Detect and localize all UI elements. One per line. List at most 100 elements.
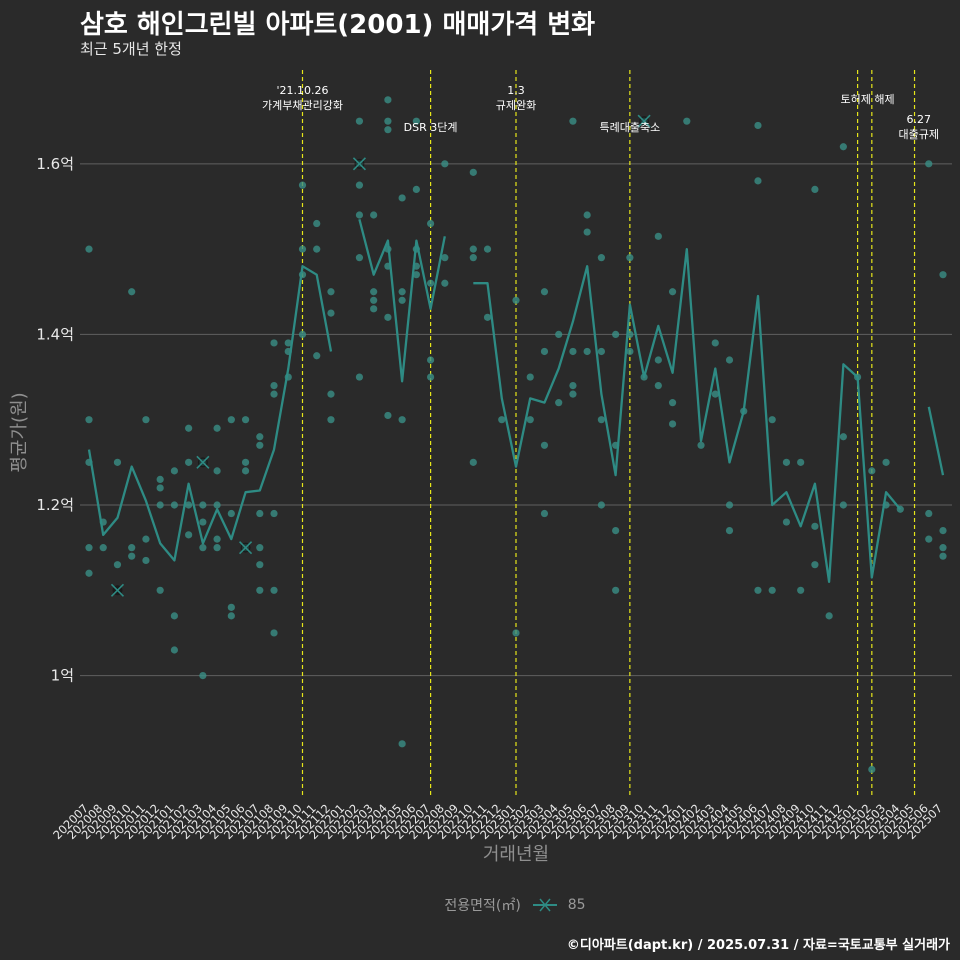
transaction-point	[725, 501, 734, 509]
transaction-point	[298, 245, 307, 253]
transaction-point	[270, 509, 278, 518]
transaction-point	[412, 185, 420, 194]
transaction-point	[569, 117, 577, 125]
transaction-point	[811, 561, 819, 569]
transaction-point	[569, 390, 577, 398]
transaction-point	[270, 339, 278, 347]
transaction-point	[199, 544, 207, 552]
transaction-point	[256, 544, 264, 552]
event-annotation: 특례대출축소	[599, 121, 660, 134]
transaction-point	[156, 586, 164, 594]
transaction-point	[384, 96, 392, 104]
transaction-point	[483, 313, 492, 321]
transaction-point	[526, 373, 534, 381]
transaction-point	[925, 160, 933, 168]
transaction-point	[797, 586, 805, 594]
transaction-point	[185, 531, 193, 539]
transaction-point	[85, 569, 93, 577]
transaction-point	[298, 181, 307, 189]
transaction-point	[939, 544, 947, 552]
y-tick-label: 1억	[51, 667, 74, 685]
transaction-point	[498, 416, 506, 424]
transaction-point	[355, 181, 364, 189]
transaction-point	[469, 458, 477, 466]
series-line-85	[927, 406, 945, 476]
transaction-point	[327, 416, 335, 424]
transaction-point	[327, 288, 335, 296]
transaction-point	[569, 381, 577, 390]
y-tick-label: 1.6억	[36, 155, 74, 173]
transaction-point	[170, 501, 178, 509]
transaction-point	[811, 185, 819, 194]
transaction-point	[441, 279, 449, 287]
transaction-point	[185, 458, 193, 466]
transaction-point	[540, 509, 549, 518]
legend: 전용면적(㎡) 85	[0, 895, 960, 915]
transaction-point	[355, 254, 364, 262]
transaction-point	[939, 526, 947, 535]
highlight-marker-x	[352, 157, 366, 171]
transaction-point	[654, 232, 662, 240]
y-tick-label: 1.4억	[36, 325, 74, 343]
transaction-point	[811, 522, 819, 530]
transaction-point	[626, 347, 634, 356]
transaction-point	[270, 586, 278, 594]
caption: ©디아파트(dapt.kr) / 2025.07.31 / 자료=국토교통부 실…	[566, 938, 950, 953]
transaction-point	[583, 228, 591, 236]
transaction-point	[868, 467, 876, 475]
transaction-point	[711, 390, 719, 398]
transaction-point	[427, 373, 435, 381]
transaction-point	[398, 194, 406, 202]
transaction-point	[583, 211, 591, 219]
event-annotation: 토허제 해제	[841, 92, 895, 106]
transaction-point	[925, 535, 933, 543]
transaction-point	[782, 458, 791, 466]
series-line-85	[87, 265, 333, 562]
transaction-point	[768, 586, 776, 594]
transaction-point	[754, 121, 762, 130]
y-axis-title: 평균가(원)	[9, 392, 30, 472]
transaction-point	[512, 629, 520, 637]
transaction-point	[99, 544, 107, 552]
transaction-point	[213, 501, 221, 509]
transaction-point	[284, 339, 292, 347]
transaction-point	[868, 765, 876, 774]
transaction-point	[270, 629, 278, 637]
transaction-point	[213, 535, 221, 543]
transaction-point	[427, 356, 435, 364]
transaction-point	[327, 309, 335, 317]
legend-key-icon	[533, 898, 558, 912]
transaction-point	[313, 352, 321, 360]
transaction-point	[839, 501, 847, 509]
transaction-point	[583, 347, 591, 356]
transaction-point	[555, 399, 563, 407]
transaction-point	[412, 271, 420, 279]
transaction-point	[398, 288, 406, 296]
transaction-point	[213, 544, 221, 552]
highlight-marker-x	[239, 541, 253, 555]
transaction-point	[398, 416, 406, 424]
transaction-point	[597, 347, 606, 356]
transaction-point	[683, 117, 691, 125]
transaction-point	[128, 552, 136, 560]
transaction-point	[142, 556, 150, 565]
transaction-point	[797, 458, 805, 466]
event-annotation: 1.3	[507, 84, 525, 97]
transaction-point	[427, 219, 435, 228]
legend-label: 85	[567, 897, 586, 913]
transaction-point	[227, 612, 235, 620]
transaction-point	[483, 245, 492, 253]
transaction-point	[626, 254, 634, 262]
transaction-point	[113, 458, 122, 466]
highlight-marker-x	[196, 455, 210, 469]
highlight-marker-x	[637, 114, 651, 128]
transaction-point	[540, 347, 549, 356]
transaction-point	[427, 279, 435, 287]
transaction-point	[370, 296, 378, 304]
highlight-marker-x	[110, 583, 125, 597]
transaction-point	[199, 501, 207, 509]
series-line-85	[358, 219, 446, 383]
transaction-point	[441, 254, 449, 262]
transaction-point	[711, 339, 719, 347]
transaction-point	[597, 416, 606, 424]
